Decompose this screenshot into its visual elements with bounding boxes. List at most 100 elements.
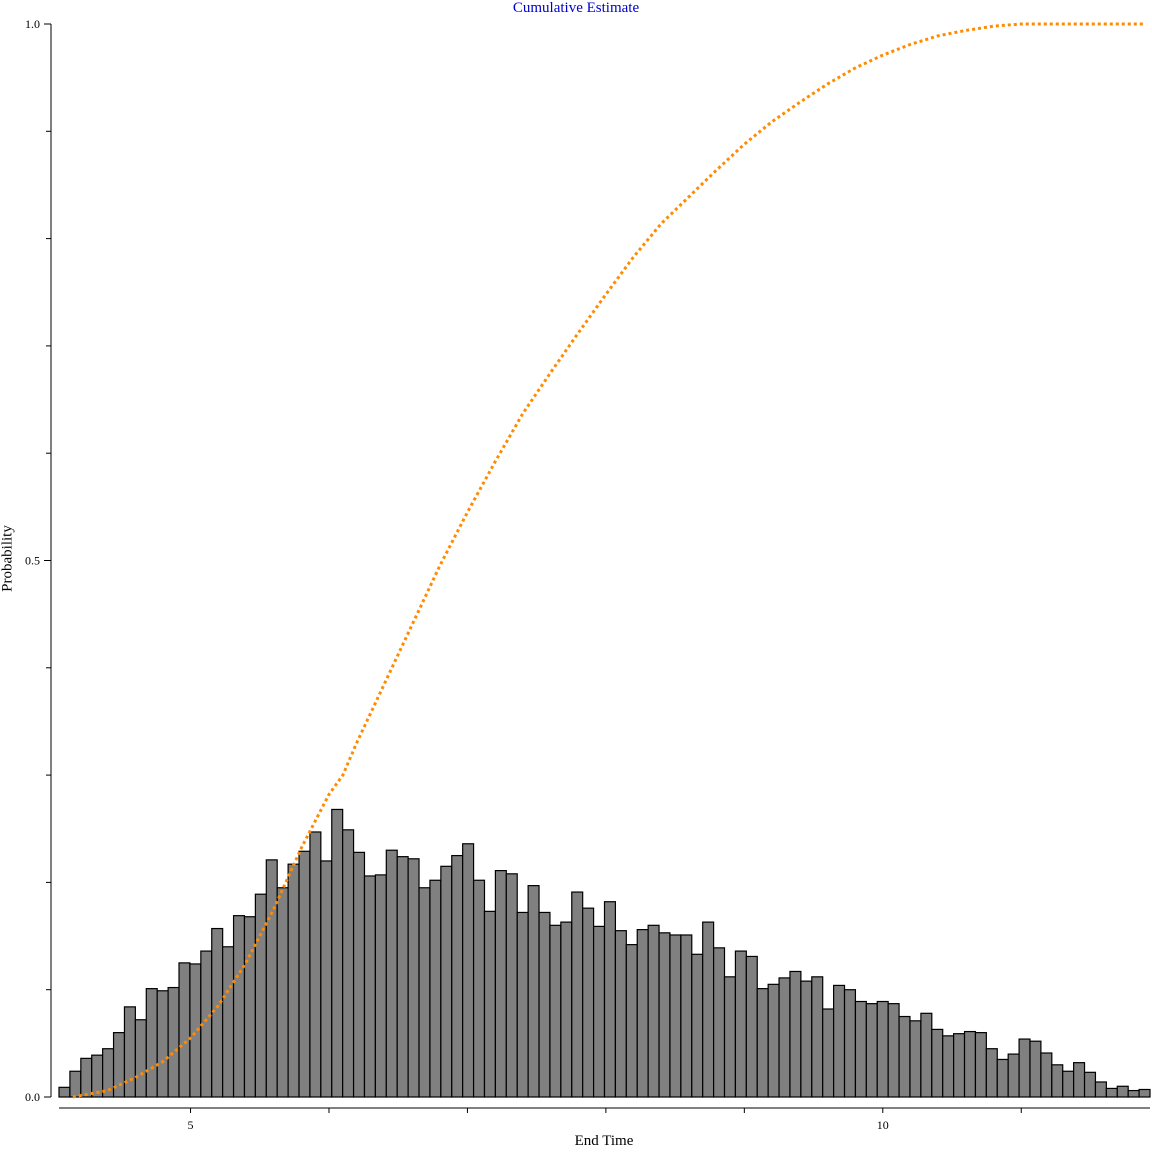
- x-tick-label: 10: [877, 1118, 889, 1132]
- histogram-bar: [974, 1032, 987, 1098]
- chart-title: Cumulative Estimate: [512, 0, 640, 16]
- y-tick-label: 1.0: [25, 17, 40, 31]
- histogram-bar: [614, 930, 627, 1098]
- histogram-bar: [418, 887, 431, 1098]
- histogram-bar: [778, 977, 791, 1098]
- histogram-bar: [942, 1035, 955, 1098]
- x-tick-label: 5: [188, 1118, 194, 1132]
- histogram-bars: [58, 808, 1151, 1098]
- y-tick-label: 0.5: [25, 554, 40, 568]
- histogram-bar: [1105, 1087, 1118, 1098]
- histogram-bar: [167, 986, 180, 1098]
- histogram-bar: [429, 879, 442, 1098]
- histogram-bar: [69, 1070, 82, 1098]
- histogram-bar: [647, 924, 660, 1098]
- histogram-bar: [680, 934, 693, 1098]
- histogram-bar: [363, 875, 376, 1098]
- histogram-bar: [385, 849, 398, 1098]
- histogram-bar: [636, 929, 649, 1098]
- histogram-bar: [232, 915, 246, 1098]
- y-tick-label: 0.0: [25, 1090, 40, 1104]
- histogram-bar: [331, 808, 344, 1098]
- histogram-bar: [603, 901, 617, 1098]
- histogram-bar: [931, 1028, 944, 1098]
- histogram-bar: [472, 879, 486, 1098]
- histogram-bar: [156, 990, 169, 1098]
- histogram-bar: [1029, 1040, 1042, 1098]
- histogram-bar: [462, 843, 475, 1098]
- histogram-bar: [963, 1030, 977, 1098]
- histogram-bar: [134, 1019, 147, 1098]
- axes: 0.0 0.5 1.0 5 10: [25, 17, 1150, 1132]
- histogram-bar: [669, 934, 682, 1098]
- histogram-bar: [854, 1000, 867, 1098]
- histogram-bar: [440, 865, 453, 1098]
- histogram-bar: [1007, 1053, 1020, 1098]
- histogram-bar: [702, 921, 715, 1098]
- histogram-bar: [189, 963, 202, 1098]
- histogram-bar: [745, 955, 758, 1098]
- histogram-bar: [1083, 1071, 1097, 1098]
- histogram-bar: [723, 976, 737, 1098]
- histogram-bar: [625, 944, 638, 1098]
- histogram-bar: [178, 962, 191, 1098]
- x-axis-label: End Time: [574, 1133, 634, 1149]
- histogram-bar: [887, 1003, 900, 1098]
- histogram-bar: [527, 885, 540, 1098]
- histogram-bar: [985, 1048, 998, 1098]
- histogram-bar: [298, 850, 311, 1098]
- histogram-bar: [407, 858, 420, 1098]
- histogram-bar: [658, 932, 671, 1098]
- histogram-bar: [909, 1020, 922, 1098]
- histogram-bar: [287, 863, 300, 1098]
- histogram-bar: [789, 970, 802, 1098]
- histogram-bar: [505, 873, 518, 1098]
- histogram-bar: [582, 907, 595, 1098]
- histogram-bar: [843, 989, 857, 1098]
- histogram-bar: [483, 910, 496, 1098]
- histogram-bar: [571, 891, 584, 1098]
- histogram-bar: [451, 854, 464, 1098]
- histogram-bar: [1051, 1064, 1064, 1098]
- histogram-bar: [1018, 1038, 1031, 1098]
- histogram-bar: [243, 916, 256, 1098]
- histogram-bar: [712, 947, 726, 1098]
- histogram-bar: [953, 1033, 966, 1098]
- histogram-bar: [996, 1058, 1009, 1098]
- histogram-bar: [342, 829, 355, 1098]
- histogram-bar: [920, 1012, 933, 1098]
- histogram-bar: [822, 1008, 835, 1098]
- histogram-bar: [811, 976, 824, 1098]
- histogram-bar: [560, 921, 573, 1098]
- histogram-bar: [538, 911, 551, 1098]
- histogram-bar: [549, 924, 562, 1098]
- histogram-bar: [309, 831, 322, 1098]
- histogram-bar: [352, 851, 366, 1098]
- histogram-bar: [396, 856, 409, 1098]
- histogram-bar: [494, 869, 507, 1098]
- histogram-bar: [756, 988, 769, 1098]
- histogram-bar: [691, 953, 704, 1098]
- histogram-bar: [1116, 1085, 1129, 1098]
- histogram-bar: [734, 950, 747, 1098]
- histogram-bar: [767, 983, 780, 1098]
- histogram-bar: [1040, 1052, 1053, 1098]
- histogram-bar: [516, 911, 529, 1098]
- histogram-bar: [865, 1003, 878, 1098]
- histogram-bar: [80, 1057, 93, 1098]
- histogram-bar: [145, 988, 158, 1098]
- histogram-bar: [222, 946, 235, 1098]
- histogram-bar: [276, 887, 289, 1098]
- histogram-bar: [374, 874, 387, 1098]
- histogram-bar: [1127, 1089, 1140, 1098]
- histogram-bar: [1062, 1070, 1075, 1098]
- histogram-bar: [833, 984, 846, 1098]
- histogram-bar: [320, 860, 333, 1098]
- histogram-bar: [265, 859, 278, 1098]
- histogram-bar: [58, 1086, 71, 1098]
- histogram-bar: [1138, 1088, 1151, 1098]
- histogram-bar: [91, 1054, 104, 1098]
- histogram-bar: [876, 1000, 889, 1098]
- histogram-bar: [1073, 1062, 1086, 1098]
